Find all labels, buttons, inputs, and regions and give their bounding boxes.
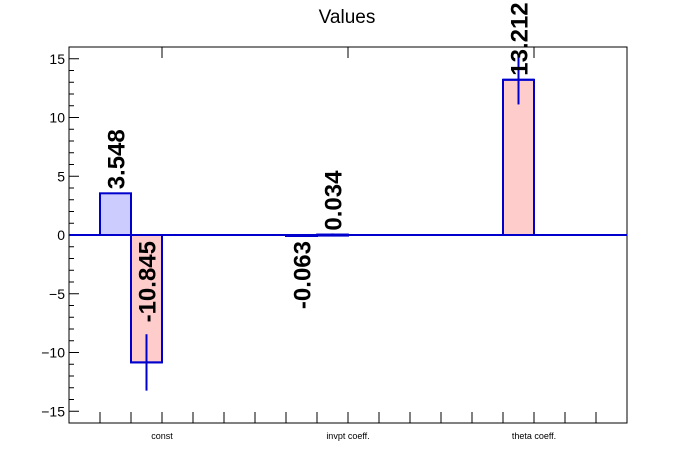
y-tick-label: −10 [41,345,65,361]
y-tick-label: −15 [41,403,65,419]
value-labels: 3.548 -0.063 -10.845 0.034 13.212 [104,2,534,322]
bar-value-label: 13.212 [507,2,534,75]
x-tick-label: theta coeff. [512,431,556,441]
y-axis: −15 −10 −5 0 5 10 15 [41,46,79,424]
y-tick-label: 5 [57,168,65,184]
x-tick-label: const [151,431,173,441]
bar [99,192,132,237]
y-tick-label: 10 [49,110,65,126]
bar-value-label: 0.034 [321,170,348,231]
x-axis: const invpt coeff. theta coeff. [99,47,597,441]
bar-value-label: -0.063 [290,241,317,309]
x-tick-label: invpt coeff. [326,431,369,441]
bar-value-label: 3.548 [104,129,131,189]
y-tick-label: 15 [49,51,65,67]
bars [69,55,627,391]
bar [502,78,535,236]
chart-title: Values [319,7,376,28]
y-tick-label: −5 [49,286,65,302]
bar-value-label: -10.845 [135,241,162,322]
y-tick-label: 0 [57,227,65,243]
